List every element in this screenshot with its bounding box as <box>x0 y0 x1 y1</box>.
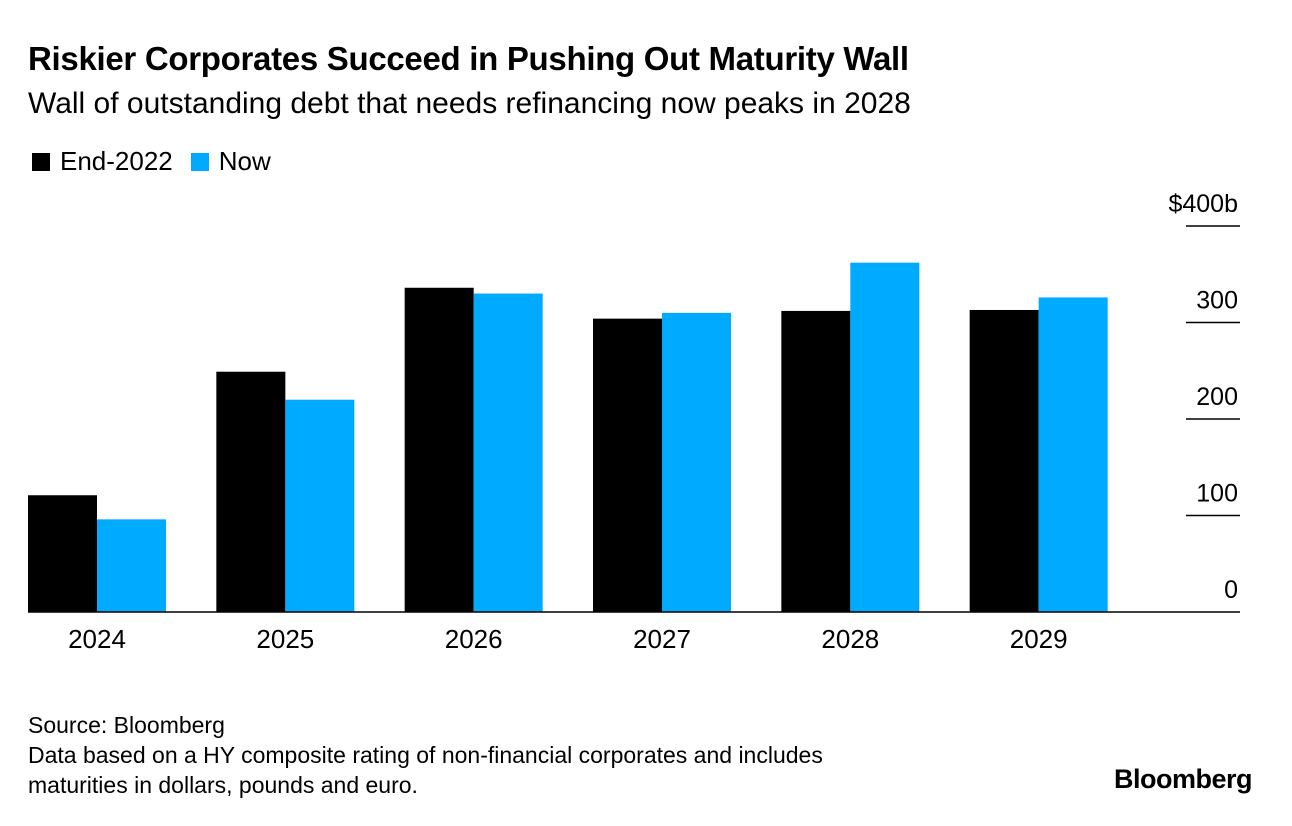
x-tick-label: 2028 <box>821 624 879 654</box>
x-tick-label: 2024 <box>68 624 126 654</box>
legend-label-end-2022: End-2022 <box>60 146 173 176</box>
bloomberg-logo: Bloomberg <box>1113 764 1253 794</box>
bar-now-2026 <box>473 293 543 612</box>
bar-end-2022-2029 <box>969 309 1039 612</box>
chart-legend: End-2022 Now <box>32 146 289 177</box>
bar-end-2022-2026 <box>404 287 474 612</box>
chart-title: Riskier Corporates Succeed in Pushing Ou… <box>28 40 909 77</box>
x-tick-label: 2029 <box>1010 624 1068 654</box>
bar-now-2024 <box>97 519 166 612</box>
legend-swatch-end-2022 <box>32 152 50 171</box>
chart-subtitle: Wall of outstanding debt that needs refi… <box>28 87 911 120</box>
y-tick-label: 200 <box>1196 383 1238 411</box>
bar-end-2022-2025 <box>216 371 286 612</box>
bar-end-2022-2028 <box>781 310 851 612</box>
bar-end-2022-2024 <box>28 495 97 612</box>
x-tick-label: 2025 <box>256 624 314 654</box>
legend-item-end-2022: End-2022 <box>32 146 173 177</box>
legend-label-now: Now <box>218 146 271 176</box>
bar-chart: 0 100 200 300 $400b 2024 2025 2026 2027 2028 2029 <box>28 190 1240 654</box>
data-note-line-1: Data based on a HY composite rating of n… <box>28 742 823 768</box>
y-tick-label: 0 <box>1224 576 1238 604</box>
data-note-line-2: maturities in dollars, pounds and euro. <box>28 772 418 798</box>
y-tick-label: 100 <box>1196 480 1238 508</box>
bar-now-2028 <box>850 262 920 612</box>
bar-end-2022-2027 <box>593 318 662 612</box>
legend-swatch-now <box>190 152 209 171</box>
bar-now-2029 <box>1038 297 1108 612</box>
legend-item-now: Now <box>190 146 271 177</box>
x-tick-label: 2027 <box>633 624 691 654</box>
x-tick-label: 2026 <box>445 624 503 654</box>
source-note: Source: Bloomberg <box>28 712 225 738</box>
bar-now-2027 <box>662 312 731 612</box>
bar-now-2025 <box>285 399 355 612</box>
y-tick-label: 300 <box>1196 287 1238 315</box>
chart-footer: Source: Bloomberg Data based on a HY com… <box>28 710 823 800</box>
y-tick-label: $400b <box>1168 190 1238 218</box>
